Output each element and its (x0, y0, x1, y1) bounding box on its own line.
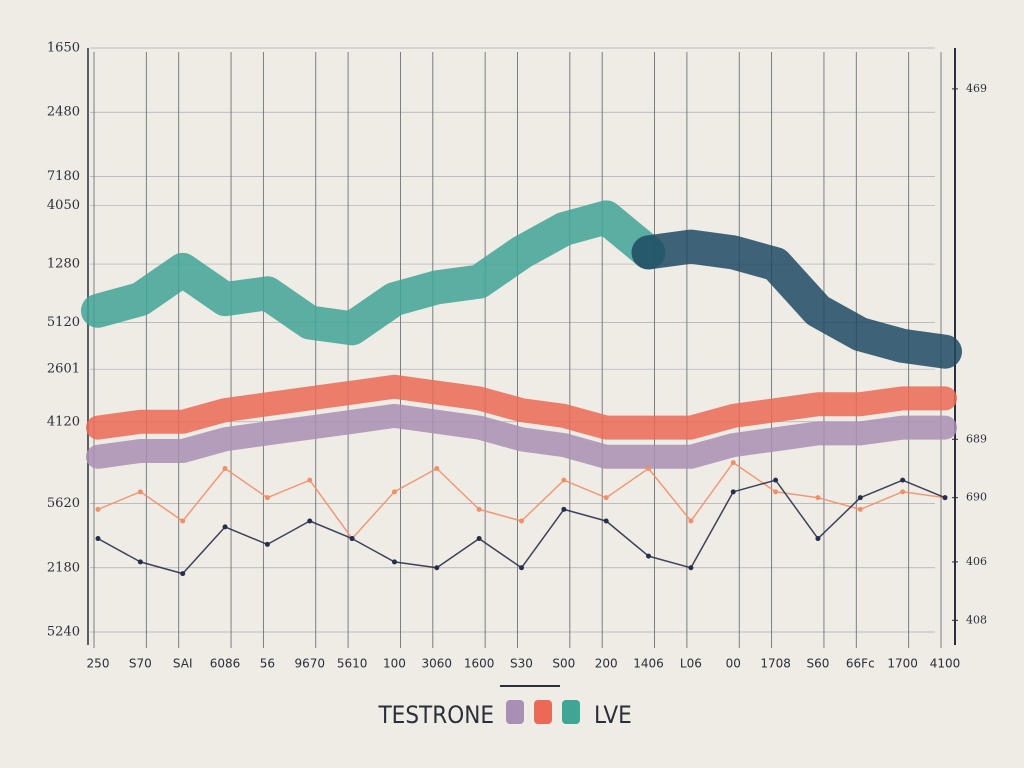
y-tick-label: 1650 (47, 41, 80, 56)
point (900, 477, 906, 483)
x-tick-label: 9670 (294, 657, 325, 671)
legend-label: TESTRONE (378, 701, 495, 729)
x-tick-label: 5610 (337, 657, 368, 671)
x-tick-label: 1700 (887, 657, 918, 671)
y2-tick-label: 406 (966, 555, 987, 568)
x-tick-label: 100 (383, 657, 406, 671)
y2-tick-label: 469 (966, 82, 987, 95)
x-tick-label: 250 (87, 657, 110, 671)
point (349, 536, 355, 542)
y-tick-label: 2480 (47, 105, 80, 120)
x-tick-label: 66Fc (846, 657, 875, 671)
point (264, 541, 270, 547)
point (519, 518, 524, 524)
x-tick-label: S00 (552, 657, 575, 671)
legend-swatch (534, 700, 552, 724)
x-tick-label: 1708 (760, 657, 791, 671)
point (391, 559, 397, 565)
point (307, 477, 313, 483)
x-tick-label: 200 (595, 657, 618, 671)
x-tick-label: SAI (173, 657, 193, 671)
x-tick-label: S70 (129, 657, 152, 671)
series-line (631, 229, 962, 369)
x-tick-label: 1406 (633, 657, 664, 671)
y2-tick-label: 408 (966, 613, 987, 626)
y-tick-label: 2180 (47, 560, 80, 575)
y2-tick-label: 689 (966, 432, 987, 445)
point (391, 489, 397, 495)
point (688, 565, 694, 571)
y-tick-label: 4120 (47, 414, 80, 429)
point (815, 536, 821, 542)
point (688, 518, 694, 524)
point (603, 518, 609, 524)
legend-swatch (506, 700, 524, 724)
point (137, 559, 143, 565)
point (434, 465, 440, 471)
point (857, 506, 863, 512)
point (180, 518, 186, 524)
legend-label: LVE (594, 701, 632, 729)
point (900, 489, 906, 495)
point (307, 518, 313, 524)
series-line (81, 200, 666, 346)
point (180, 571, 186, 577)
series-line (86, 374, 957, 440)
y-tick-label: 5120 (47, 315, 80, 330)
point (434, 565, 440, 571)
y-tick-label: 7180 (47, 169, 80, 184)
x-tick-label: S60 (807, 657, 830, 671)
point (815, 495, 821, 501)
point (730, 489, 736, 495)
x-tick-label: 4100 (930, 657, 961, 671)
point (137, 489, 143, 495)
point (476, 536, 482, 542)
series-line (86, 403, 957, 469)
y-tick-label: 4050 (47, 198, 80, 213)
legend-swatch (562, 700, 580, 724)
point (95, 536, 101, 542)
x-tick-label: 56 (260, 657, 275, 671)
y2-tick-label: 690 (966, 491, 987, 504)
point (561, 506, 567, 512)
x-tick-label: L06 (680, 657, 702, 671)
point (857, 495, 863, 501)
point (222, 524, 228, 530)
point (476, 506, 482, 512)
point (222, 465, 228, 471)
point (773, 477, 779, 483)
point (773, 489, 779, 495)
x-tick-label: 1600 (464, 657, 495, 671)
point (519, 565, 524, 571)
point (95, 506, 101, 512)
point (646, 553, 652, 559)
point (264, 495, 270, 501)
point (646, 465, 652, 471)
y-tick-label: 1280 (47, 257, 80, 272)
point (730, 460, 736, 466)
x-tick-label: 00 (726, 657, 741, 671)
x-tick-label: 6086 (210, 657, 241, 671)
y-tick-label: 5620 (47, 496, 80, 511)
y-tick-label: 2601 (47, 362, 80, 377)
point (942, 495, 948, 501)
x-tick-label: 3060 (422, 657, 453, 671)
point (561, 477, 567, 483)
y-tick-label: 5240 (47, 625, 80, 640)
x-tick-label: S30 (510, 657, 533, 671)
point (603, 495, 609, 501)
